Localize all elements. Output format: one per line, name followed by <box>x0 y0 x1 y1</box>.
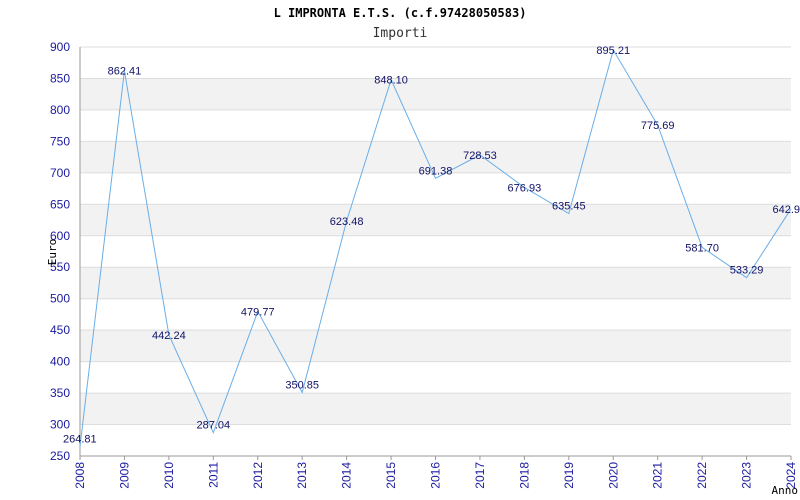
y-tick-label: 800 <box>50 103 70 117</box>
grid-band <box>80 393 791 425</box>
grid-bands <box>80 78 791 425</box>
data-label: 862.41 <box>108 66 142 78</box>
data-labels: 264.81 862.41 442.24 287.04 479.77 350.85 623.… <box>63 45 800 446</box>
data-label: 642.9 <box>772 204 800 216</box>
y-tick-label: 400 <box>50 355 70 369</box>
x-tick-label: 2020 <box>606 462 620 489</box>
x-tick-label: 2024 <box>784 462 798 489</box>
y-tick-label: 300 <box>50 418 70 432</box>
y-tick-labels: 250 300 350 400 450 500 550 600 650 700 750 800 850 9… <box>50 40 70 463</box>
x-tick-label: 2022 <box>695 462 709 489</box>
data-label: 623.48 <box>330 216 364 228</box>
grid-band <box>80 204 791 236</box>
y-tick-label: 650 <box>50 197 70 211</box>
data-label: 895.21 <box>596 45 630 57</box>
grid-band <box>80 141 791 173</box>
x-axis-label: Anno <box>772 484 799 497</box>
data-label: 442.24 <box>152 330 186 342</box>
y-tick-label: 350 <box>50 386 70 400</box>
data-label: 533.29 <box>730 265 764 277</box>
y-tick-label: 900 <box>50 40 70 54</box>
y-tick-label: 750 <box>50 134 70 148</box>
x-tick-label: 2021 <box>651 462 665 489</box>
grid-band <box>80 267 791 299</box>
series-line-group <box>79 48 792 447</box>
y-axis-label: Euro <box>46 239 59 266</box>
data-label: 635.45 <box>552 200 586 212</box>
data-label: 264.81 <box>63 434 97 446</box>
x-tick-label: 2023 <box>740 462 754 489</box>
y-tick-label: 700 <box>50 166 70 180</box>
x-tick-label: 2013 <box>295 462 309 489</box>
data-label: 728.53 <box>463 150 497 162</box>
x-tick-label: 2009 <box>117 462 131 489</box>
y-tick-label: 500 <box>50 292 70 306</box>
x-tick-label: 2008 <box>73 462 87 489</box>
x-tick-label: 2011 <box>206 462 220 488</box>
y-tick-label: 850 <box>50 71 70 85</box>
data-label: 848.10 <box>374 75 408 87</box>
x-tick-label: 2012 <box>251 462 265 489</box>
x-tick-label: 2010 <box>162 462 176 489</box>
series-line <box>79 48 792 447</box>
data-label: 479.77 <box>241 306 275 318</box>
y-tick-label: 550 <box>50 260 70 274</box>
x-tick-label: 2017 <box>473 462 487 489</box>
x-tick-label: 2018 <box>517 462 531 489</box>
y-tick-label: 250 <box>50 449 70 463</box>
data-label: 581.70 <box>685 242 719 254</box>
grid-band <box>80 78 791 110</box>
y-tick-label: 450 <box>50 323 70 337</box>
x-tick-label: 2016 <box>429 462 443 489</box>
grid-band <box>80 330 791 362</box>
x-tick-label: 2015 <box>384 462 398 489</box>
chart-subtitle: Importi <box>373 26 428 41</box>
x-tick-labels: 2008 2009 2010 2011 2012 2013 2014 2015 2016 2017… <box>73 456 798 489</box>
data-label: 287.04 <box>196 420 230 432</box>
x-tick-label: 2014 <box>340 462 354 489</box>
data-label: 350.85 <box>285 380 319 392</box>
data-label: 691.38 <box>419 165 453 177</box>
chart-title: L IMPRONTA E.T.S. (c.f.97428050583) <box>274 6 527 20</box>
x-tick-label: 2019 <box>562 462 576 489</box>
y-tick-label: 600 <box>50 229 70 243</box>
data-label: 676.93 <box>508 182 542 194</box>
data-label: 775.69 <box>641 120 675 132</box>
